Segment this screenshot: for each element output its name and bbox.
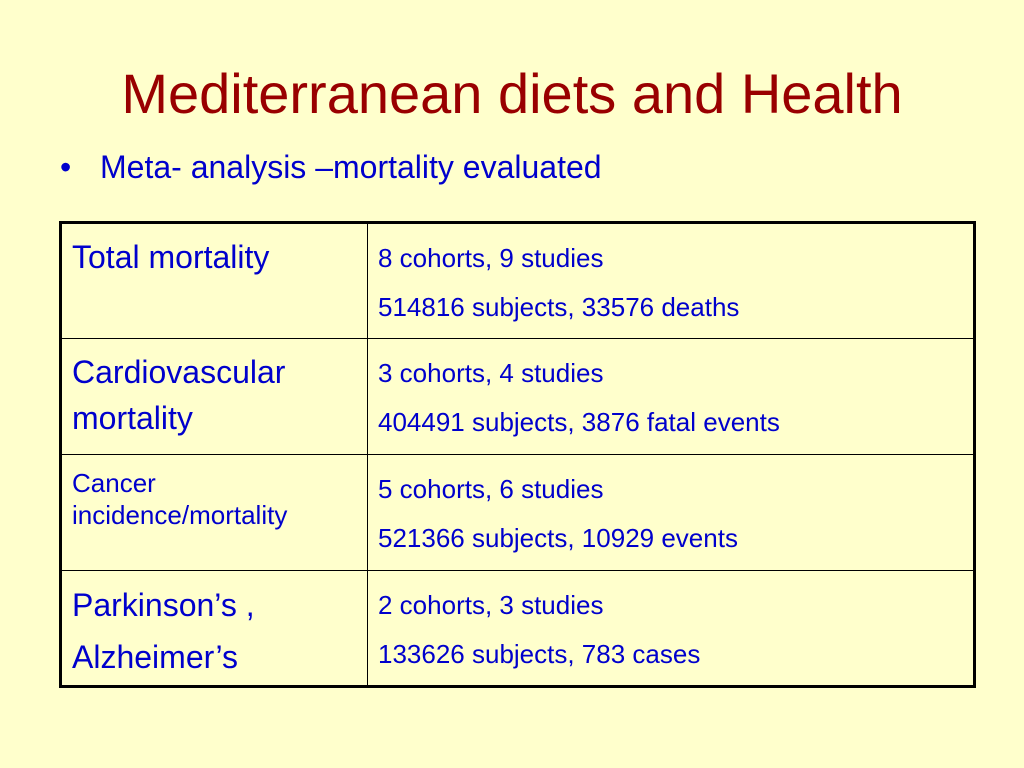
row-values: 5 cohorts, 6 studies 521366 subjects, 10… — [367, 454, 975, 571]
cohort-count: 8 cohorts, 9 studies — [378, 243, 604, 273]
row-values: 8 cohorts, 9 studies 514816 subjects, 33… — [367, 222, 975, 339]
row-label: Parkinson’s , Alzheimer’s — [60, 570, 368, 687]
cohort-count: 2 cohorts, 3 studies — [378, 590, 604, 620]
bullet-text: Meta- analysis –mortality evaluated — [100, 149, 602, 185]
subject-count: 514816 subjects, 33576 deaths — [378, 292, 740, 322]
row-label: Cancer incidence/mortality — [60, 454, 368, 571]
cohort-count: 5 cohorts, 6 studies — [378, 474, 604, 504]
subject-count: 404491 subjects, 3876 fatal events — [378, 407, 780, 437]
table-row: Cardiovascular mortality 3 cohorts, 4 st… — [60, 338, 975, 455]
bullet-icon: • — [60, 149, 72, 185]
bullet-item: • Meta- analysis –mortality evaluated — [60, 145, 602, 189]
row-values: 2 cohorts, 3 studies 133626 subjects, 78… — [367, 570, 975, 687]
table-row: Total mortality 8 cohorts, 9 studies 514… — [60, 222, 975, 339]
row-label: Total mortality — [60, 222, 368, 339]
cohort-count: 3 cohorts, 4 studies — [378, 358, 604, 388]
table-row: Parkinson’s , Alzheimer’s 2 cohorts, 3 s… — [60, 570, 975, 687]
row-label-line: Alzheimer’s — [72, 639, 238, 675]
slide-title: Mediterranean diets and Health — [121, 62, 903, 125]
row-values: 3 cohorts, 4 studies 404491 subjects, 38… — [367, 338, 975, 455]
row-label: Cardiovascular mortality — [60, 338, 368, 455]
results-table: Total mortality 8 cohorts, 9 studies 514… — [59, 221, 976, 688]
subject-count: 133626 subjects, 783 cases — [378, 639, 701, 669]
table-row: Cancer incidence/mortality 5 cohorts, 6 … — [60, 454, 975, 571]
row-label-line: Parkinson’s , — [72, 587, 255, 623]
subject-count: 521366 subjects, 10929 events — [378, 523, 738, 553]
